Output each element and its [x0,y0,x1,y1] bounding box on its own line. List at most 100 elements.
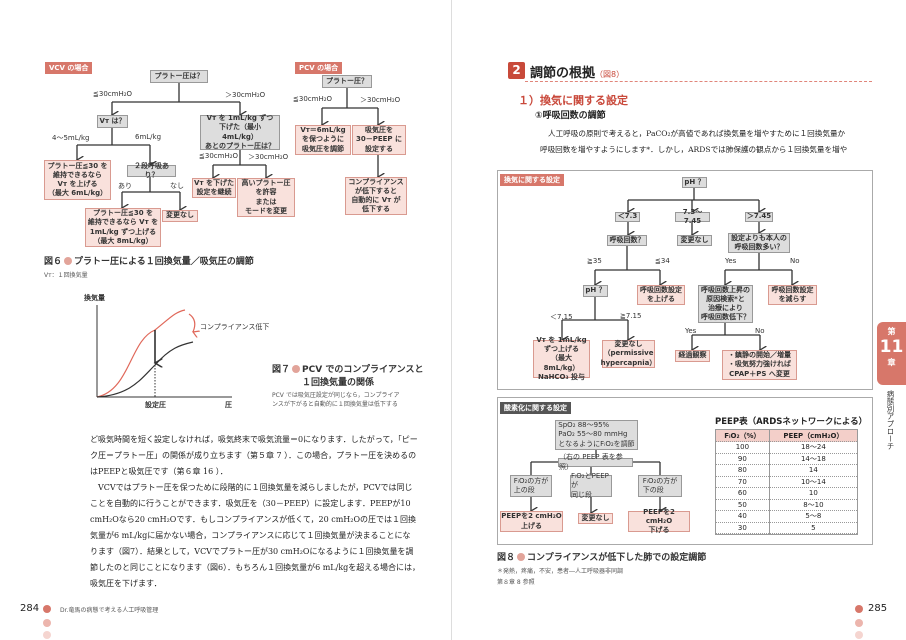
section-figure-ref[interactable]: （図8） [595,70,625,79]
table-cell: 14～18 [769,453,857,465]
pcv-tag: PCV の場合 [295,62,343,74]
flow-box-p-q: プラトー圧？ [322,75,372,88]
flow-box-o2: FᵢO₂とPEEPが 同じ段 [570,472,612,499]
table-cell: 5～8 [769,510,857,523]
text-line: はPEEPと吸気圧です（第６章 16 ）． [90,467,228,476]
flow-box-sed: ・鎮静の開始／増量 ・吸気努力強ければ CPAP＋PS へ変更 [722,350,797,380]
flow-box-v-r2: 高いプラトー圧 を許容 または モードを変更 [237,178,295,217]
footer-dot [43,619,51,627]
flow-box-o1: FᵢO₂の方が 上の段 [510,475,552,497]
text-line: VCVではプラトー圧を保つために段階的に１回換気量を減らしましたが，PCVでは同… [90,483,413,492]
chapter-tab[interactable]: 第 11 章 [877,322,906,385]
text-line: 吸気圧を下げます． [90,579,162,588]
caption-dot [64,257,73,265]
branch-label: ＞30cmH₂O [360,96,401,104]
flow-box-ref: （右の PEEP 表を参照） [558,453,633,471]
fig7-note-line1: PCV では吸気圧設定が同じなら，コンプライア [272,392,400,399]
text-line: 人工呼吸の原則で考えると，PaCO₂が高値であれば換気量を増やすために１回換気量… [548,129,846,138]
flow-box-own: 設定よりも本人の 呼吸回数多い？ [728,233,790,253]
x-axis-label: 圧 [225,401,232,409]
connectors [77,83,792,513]
flow-box-gt745: ＞7.45 [745,212,773,222]
fig8-title: コンプライアンスが低下した肺での設定調節 [527,553,707,563]
flow-box-r2: 変更なし [578,513,613,524]
fig8-number: 図８ [497,553,516,563]
vent-tag: 換気に関する設定 [500,174,564,186]
peep-table: FᵢO₂（%） PEEP（cmH₂O） 100 18～24 90 14～18 80 14 70 1… [715,429,858,535]
fig6-title: プラトー圧による１回換気量／吸気圧の調節 [74,257,254,267]
chapter-tab-prefix: 第 [887,327,896,336]
flow-box-p-1: Vᴛ＝6mL/kg を保つように 吸気圧を調節 [295,125,351,155]
flow-box-v-vt: Vᴛ は？ [97,115,128,128]
branch-label: ≦30cmH₂O [293,95,333,103]
text-line: 気量が6 mL/kgに届かない場合，コンプライアンスに応じて１回換気量が決まるこ… [90,531,411,540]
table-cell: 5 [769,522,857,534]
table-row: 30 5 [716,522,857,534]
curve-normal [96,309,186,398]
chapter-tab-suffix: 章 [887,358,896,367]
curve-reduced [96,341,194,398]
table-row: 70 10～14 [716,476,857,488]
col-header: FᵢO₂（%） [716,430,770,442]
x-tick-label: 設定圧 [145,401,166,409]
table-cell: 14 [769,464,857,477]
section-divider [525,81,872,82]
flow-box-down: 呼吸回数設定 を減らす [768,285,817,305]
footer-dot [43,631,51,639]
branch-label: ≧7.15 [620,312,642,320]
text-line: ど吸気時間を短く設定しなければ，吸気終末で吸気流量＝0になります．したがって，「… [90,435,418,444]
flow-box-nc1: 変更なし [677,235,712,246]
fig8-oxy-frame [497,397,873,545]
flow-box-v-p1: プラトー圧≦30 を 維持できるなら Vᴛ を上げる （最大 6mL/kg） [44,160,111,200]
fig8-caption: 図８ コンプライアンスが低下した肺での設定調節 [497,550,706,563]
table-row: 80 14 [716,464,857,477]
caption-dot [292,365,301,373]
y-axis-label: 換気量 [84,294,105,302]
branch-label: 6mL/kg [135,133,162,141]
fig6-number: 図６ [44,257,63,267]
text-line: 節したのと同じことになります（図6）．もちろん１回換気量が6 mL/kgを超える… [90,563,421,572]
flow-box-r3: PEEPを2 cmH₂O 下げる [628,508,690,534]
left-body-text: ど吸気時間を短く設定しなければ，吸気終末で吸気流量＝0になります．したがって，「… [90,432,420,592]
flow-box-v-p2: プラトー圧≦30 を 維持できるなら Vᴛ を 1mL/kg ずつ上げる （最大… [85,208,161,247]
subsubsection-title: ①呼吸回数の調節 [535,111,606,121]
fig7-caption: 図７ PCV でのコンプライアンスと １回換気量の関係 [272,362,424,388]
branch-label: ≦34 [655,257,670,265]
branch-label: 4～5mL/kg [52,134,90,142]
chapter-title: 病態別アプローチ [886,390,895,450]
book-title: Dr.竜馬の病態で考える人工呼吸管理 [60,607,159,614]
flow-box-vt: Vᴛ を 1mL/kg ずつ上げる （最大 8mL/kg） NaHCO₃ 投与 [533,336,590,381]
peep-table-title: PEEP表（ARDSネットワークによる） [715,417,868,427]
branch-label: ＞30cmH₂O [225,91,266,99]
chapter-tab-number: 11 [879,337,904,357]
table-cell: 10～14 [769,476,857,488]
footer-dot [855,619,863,627]
branch-label: ＜7.15 [550,313,573,321]
flow-box-v-q1: プラトー圧は？ [150,70,208,83]
compliance-arrow [188,313,195,332]
fig7-note: PCV では吸気圧設定が同じなら，コンプライア ンスが下がると自動的に１回換気量は… [272,390,399,408]
oxy-tag: 酸素化に関する設定 [500,402,571,414]
branch-label: あり [118,182,132,190]
flow-box-v-r1: Vᴛ を下げた 設定を継続 [192,178,236,198]
left-page [0,0,452,640]
fig7-title-line1: PCV でのコンプライアンスと [302,365,424,375]
table-cell: 50 [716,499,770,511]
table-cell: 100 [716,441,770,454]
table-row: 100 18～24 [716,441,857,454]
table-cell: 90 [716,453,770,465]
branch-label: ≦30cmH₂O [199,152,239,160]
text-line: ります（図7）．結果として，VCVでプラトー圧が30 cmH₂Oになるように１回… [90,547,414,556]
vcv-tag: VCV の場合 [45,62,93,74]
page-number-left: 284 [20,603,40,614]
flow-box-v-2: ２段呼吸あり？ [127,162,176,179]
branch-label: ≦30cmH₂O [93,90,133,98]
flow-box-r1: PEEPを2 cmH₂O 上げる [500,511,563,532]
footer-dot [43,605,51,613]
fig8-vent-frame [497,170,873,390]
section-title: 調節の根拠（図8） [530,62,624,81]
fig7-number: 図７ [272,365,291,375]
footer-dot [855,605,863,613]
table-cell: 40 [716,510,770,523]
